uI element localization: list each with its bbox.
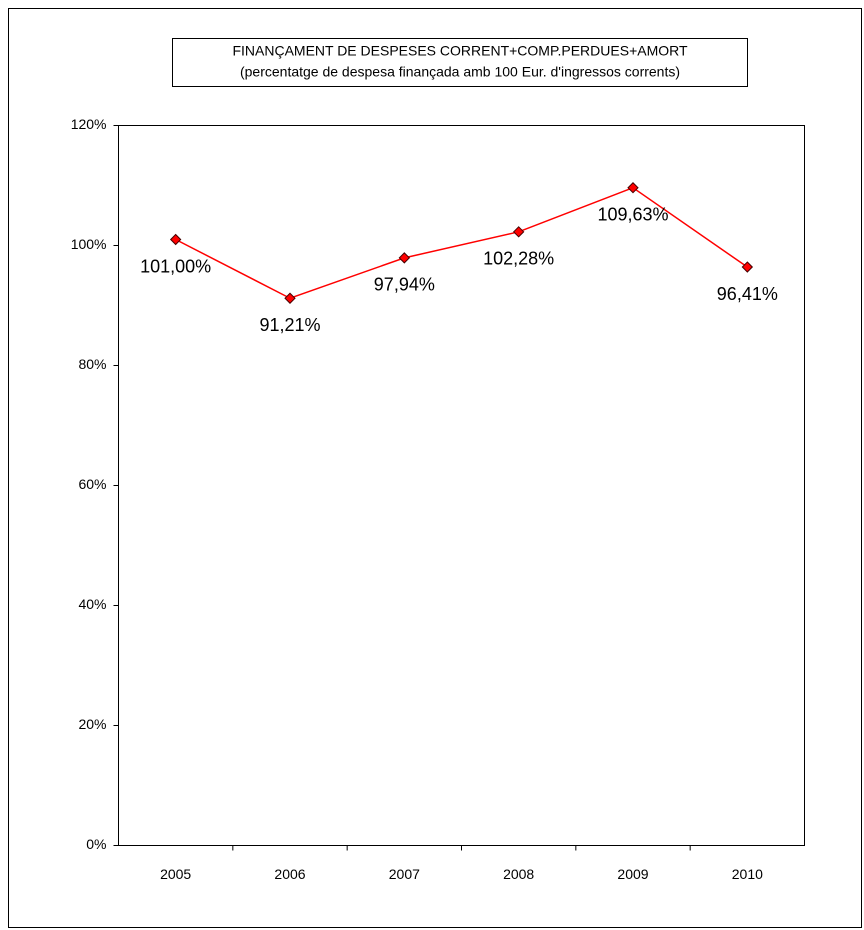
data-point [627, 182, 639, 194]
x-tick-label: 2009 [617, 866, 648, 882]
y-tick-label: 0% [86, 836, 106, 852]
data-point [169, 233, 182, 246]
data-point [741, 261, 754, 273]
y-tick-label: 80% [78, 356, 106, 372]
y-tick-label: 100% [71, 236, 107, 252]
x-tick-label: 2007 [389, 866, 420, 882]
x-tick-label: 2008 [503, 866, 534, 882]
data-point [284, 292, 296, 304]
data-point [512, 226, 525, 238]
data-label: 109,63% [597, 204, 668, 224]
title-box [172, 38, 748, 87]
x-tick-label: 2006 [274, 866, 305, 882]
chart-border [8, 8, 862, 928]
y-tick-label: 60% [78, 476, 106, 492]
data-label: 91,21% [259, 315, 320, 335]
x-tick-label: 2010 [732, 866, 763, 882]
data-label: 101,00% [140, 256, 211, 276]
chart-subtitle: (percentatge de despesa finançada amb 10… [240, 64, 680, 80]
y-tick-label: 40% [78, 596, 106, 612]
y-tick-label: 120% [71, 116, 107, 132]
series-line [175, 186, 748, 300]
chart-title: FINANÇAMENT DE DESPESES CORRENT+COMP.PER… [232, 43, 688, 59]
data-label: 96,41% [717, 284, 778, 304]
data-point [398, 252, 411, 264]
data-label: 102,28% [483, 249, 554, 269]
x-tick-label: 2005 [160, 866, 191, 882]
y-tick-label: 20% [78, 716, 106, 732]
data-label: 97,94% [374, 275, 435, 295]
